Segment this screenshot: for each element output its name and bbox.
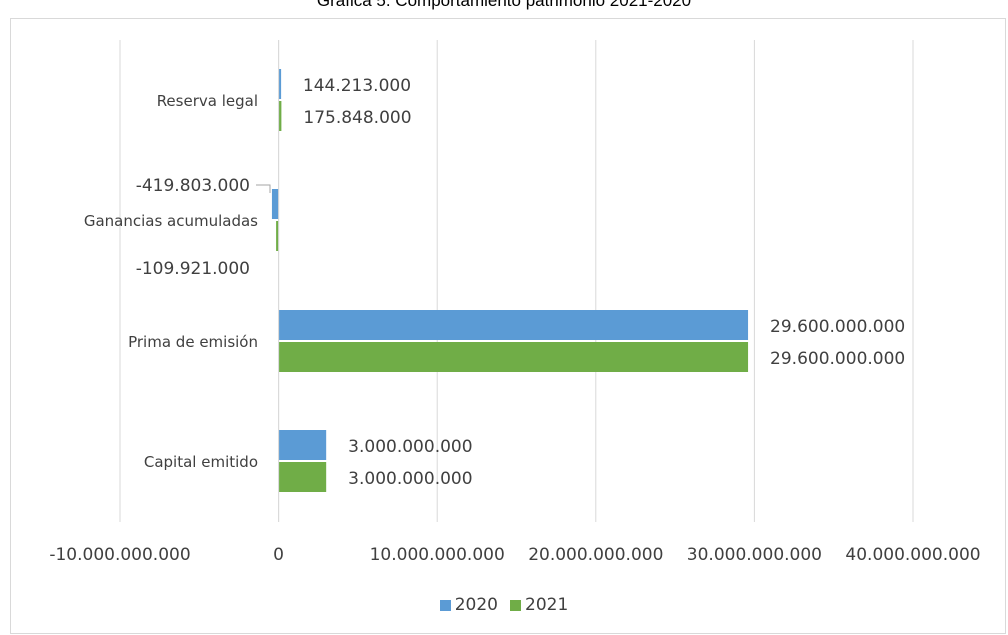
x-tick-label: 40.000.000.000 [845, 545, 980, 565]
data-label: 29.600.000.000 [770, 317, 905, 337]
bar [278, 342, 749, 372]
data-label: -419.803.000 [136, 176, 250, 196]
bar [278, 430, 327, 460]
data-label: -109.921.000 [136, 259, 250, 279]
legend-swatch [510, 599, 521, 611]
bar [278, 462, 327, 492]
x-tick-label: -10.000.000.000 [49, 545, 190, 565]
bar [278, 310, 749, 340]
legend: 2020 2021 [0, 595, 1008, 616]
x-tick-label: 30.000.000.000 [687, 545, 822, 565]
bar [271, 189, 279, 219]
category-label: Ganancias acumuladas [84, 212, 258, 230]
legend-item: 2021 [510, 595, 568, 615]
bar [278, 101, 282, 131]
legend-swatch [439, 599, 451, 611]
legend-label: 2021 [525, 595, 569, 615]
leader-line [256, 184, 271, 193]
legend-label: 2020 [454, 595, 498, 615]
category-label: Capital emitido [144, 453, 258, 471]
chart-title: Grafica 5. Comportamiento patrimonio 202… [316, 0, 692, 10]
legend-item: 2020 [439, 595, 498, 615]
data-label: 29.600.000.000 [770, 349, 905, 369]
category-label: Reserva legal [157, 92, 258, 110]
data-label: 175.848.000 [303, 108, 411, 128]
category-label: Prima de emisión [128, 333, 258, 351]
x-tick-label: 0 [273, 545, 284, 565]
data-label: 144.213.000 [303, 76, 411, 96]
data-label: 3.000.000.000 [348, 437, 472, 457]
bar [278, 69, 282, 99]
x-tick-label: 20.000.000.000 [528, 545, 663, 565]
x-tick-label: 10.000.000.000 [370, 545, 505, 565]
bar [276, 221, 279, 251]
data-label: 3.000.000.000 [348, 469, 472, 489]
